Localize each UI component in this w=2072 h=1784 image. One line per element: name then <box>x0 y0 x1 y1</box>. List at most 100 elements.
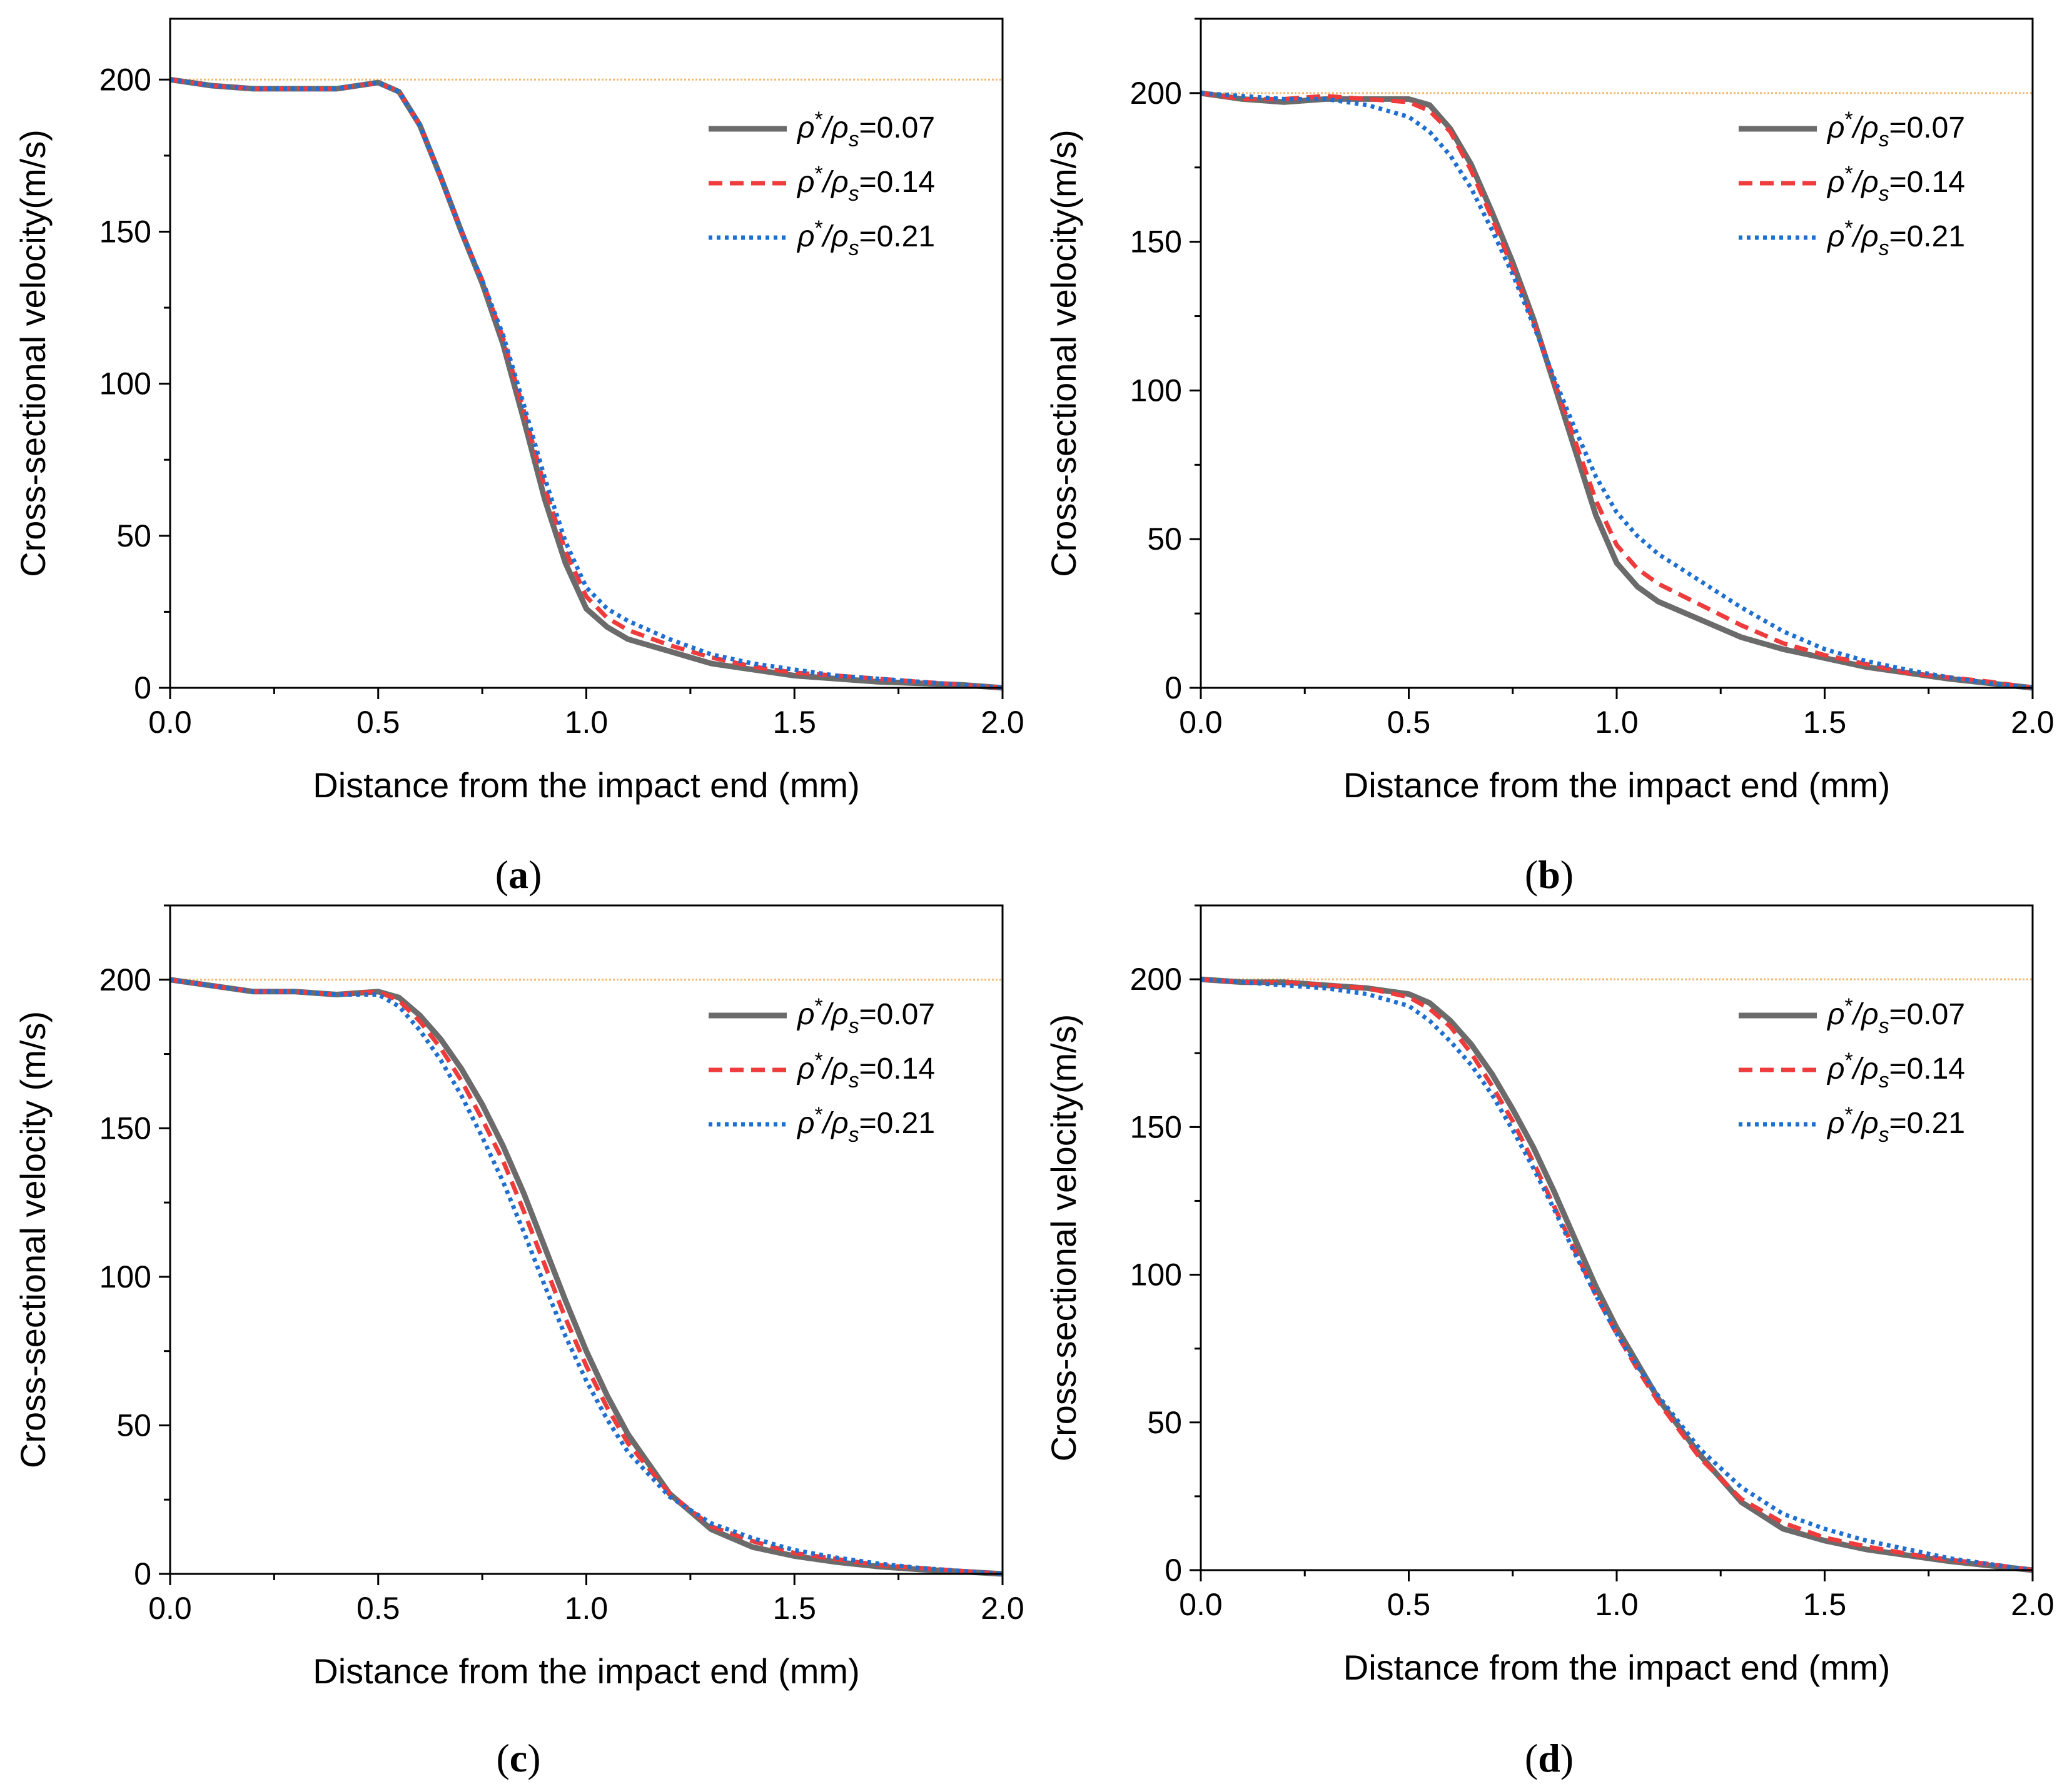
legend-superscript: * <box>815 216 823 240</box>
x-tick-label: 1.0 <box>1595 705 1639 740</box>
legend-rho: ρ <box>1826 220 1845 253</box>
caption-letter: a <box>508 852 528 897</box>
chart-panel-a: 0.0 0.5 1.0 1.5 2.0 0 50 100 150 200 Distance from… <box>13 18 1024 897</box>
legend-value: =0.21 <box>859 1107 935 1140</box>
legend-rho-s: /ρ <box>1851 220 1879 253</box>
caption-letter: d <box>1538 1736 1560 1780</box>
legend: ρ*/ρs=0.07 ρ*/ρs=0.14 ρ*/ρs=0.21 <box>1739 994 1965 1147</box>
series-line-021 <box>169 977 1003 1576</box>
legend-value: =0.14 <box>859 1052 935 1086</box>
legend-superscript: * <box>1845 216 1853 240</box>
x-tick-label: 2.0 <box>981 1591 1024 1626</box>
legend-rho-s: /ρ <box>1851 998 1879 1031</box>
legend-label: ρ*/ρs=0.21 <box>796 1103 935 1147</box>
legend-subscript: s <box>849 1069 859 1092</box>
legend-rho: ρ <box>796 111 815 144</box>
legend-superscript: * <box>1845 1049 1853 1072</box>
legend: ρ*/ρs=0.07ρ*/ρs=0.14ρ*/ρs=0.21 <box>709 994 935 1147</box>
caption-paren-close: ) <box>1560 852 1574 897</box>
y-tick-label: 0 <box>134 1556 151 1591</box>
legend-superscript: * <box>815 162 823 186</box>
y-tick-label: 200 <box>1130 76 1182 111</box>
x-tick-label: 2.0 <box>2011 1587 2054 1622</box>
y-tick-label: 100 <box>1130 373 1182 408</box>
y-tick-label: 200 <box>99 962 151 997</box>
y-axis-title: Cross-sectional velocity(m/s) <box>1044 1014 1083 1462</box>
x-axis-title: Distance from the impact end (mm) <box>1343 1648 1890 1687</box>
legend-rho: ρ <box>1826 166 1845 199</box>
legend-value: =0.14 <box>859 166 935 199</box>
series-line-021 <box>1200 977 2033 1573</box>
legend-label: ρ*/ρs=0.14 <box>1826 162 1965 206</box>
x-tick-label: 0.5 <box>1387 705 1431 740</box>
legend-subscript: s <box>1879 128 1889 151</box>
legend-value: =0.21 <box>1889 1107 1965 1140</box>
caption-paren-open: ( <box>496 1736 509 1780</box>
series-line-021 <box>1200 91 2033 690</box>
x-tick-label: 0.0 <box>148 705 192 740</box>
legend-superscript: * <box>1845 108 1853 131</box>
legend-superscript: * <box>815 1049 823 1072</box>
legend-value: =0.21 <box>859 220 935 253</box>
x-axis-title: Distance from the impact end (mm) <box>1343 765 1890 805</box>
x-tick-label: 0.5 <box>356 1591 400 1626</box>
y-tick-label: 150 <box>99 214 151 249</box>
legend-value: =0.14 <box>1889 166 1965 199</box>
legend-rho-s: /ρ <box>821 1052 849 1086</box>
y-tick-label: 150 <box>1130 224 1182 260</box>
x-tick-label: 0.5 <box>1387 1587 1431 1622</box>
y-tick-label: 100 <box>99 1259 151 1294</box>
x-tick-label: 0.0 <box>1179 705 1223 740</box>
y-axis-title: Cross-sectional velocity (m/s) <box>13 1011 53 1468</box>
caption-paren-open: ( <box>1525 1736 1538 1780</box>
legend-value: =0.14 <box>1889 1052 1965 1086</box>
y-axis-title: Cross-sectional velocity(m/s) <box>1044 129 1083 577</box>
panel-caption: (a) <box>495 852 542 897</box>
y-tick-label: 150 <box>99 1111 151 1146</box>
y-tick-label: 50 <box>116 518 151 553</box>
legend-value: =0.07 <box>859 111 935 144</box>
legend-rho: ρ <box>796 220 815 253</box>
legend: ρ*/ρs=0.07ρ*/ρs=0.14ρ*/ρs=0.21 <box>1739 108 1965 260</box>
legend-rho: ρ <box>1826 111 1845 144</box>
legend-rho-s: /ρ <box>821 166 849 199</box>
legend-subscript: s <box>849 182 859 206</box>
legend-subscript: s <box>1879 182 1889 206</box>
y-tick-label: 50 <box>1147 522 1182 557</box>
y-axis-title: Cross-sectional velocity(m/s) <box>13 129 53 577</box>
legend-rho: ρ <box>796 998 815 1031</box>
series-line-014 <box>1200 91 2033 690</box>
legend-label: ρ*/ρs=0.21 <box>1826 1103 1965 1147</box>
x-axis-title: Distance from the impact end (mm) <box>313 765 859 805</box>
caption-paren-open: ( <box>1525 852 1538 897</box>
y-tick-label: 0 <box>1165 670 1182 705</box>
series-line-014 <box>1200 977 2033 1573</box>
series-line-021 <box>169 77 1003 690</box>
legend-value: =0.21 <box>1889 220 1965 253</box>
legend-superscript: * <box>1845 162 1853 186</box>
y-tick-label: 100 <box>1130 1257 1182 1293</box>
legend-subscript: s <box>849 236 859 260</box>
legend-label: ρ*/ρs=0.14 <box>1826 1049 1965 1092</box>
legend-rho-s: /ρ <box>1851 1107 1879 1140</box>
legend-value: =0.07 <box>1889 998 1965 1031</box>
legend-label: ρ*/ρs=0.07 <box>1826 994 1965 1038</box>
legend-rho: ρ <box>796 1107 815 1140</box>
legend-label: ρ*/ρs=0.07 <box>1826 108 1965 151</box>
legend-superscript: * <box>1845 1103 1853 1127</box>
y-tick-label: 50 <box>116 1408 151 1443</box>
legend-rho: ρ <box>1826 1107 1845 1140</box>
y-tick-label: 200 <box>99 62 151 97</box>
x-tick-label: 0.0 <box>148 1591 192 1626</box>
legend-rho-s: /ρ <box>821 1107 849 1140</box>
legend-rho-s: /ρ <box>821 111 849 144</box>
chart-panel-c: 0.0 0.5 1.0 1.5 2.0 0 50 100 150 200 Distance from… <box>13 904 1024 1780</box>
legend-subscript: s <box>849 1014 859 1038</box>
legend-value: =0.07 <box>859 998 935 1031</box>
caption-letter: c <box>510 1736 527 1780</box>
y-tick-label: 0 <box>134 670 151 705</box>
x-tick-label: 2.0 <box>981 705 1024 740</box>
legend-label: ρ*/ρs=0.21 <box>1826 216 1965 260</box>
panel-caption: (c) <box>496 1736 540 1780</box>
legend-subscript: s <box>1879 236 1889 260</box>
